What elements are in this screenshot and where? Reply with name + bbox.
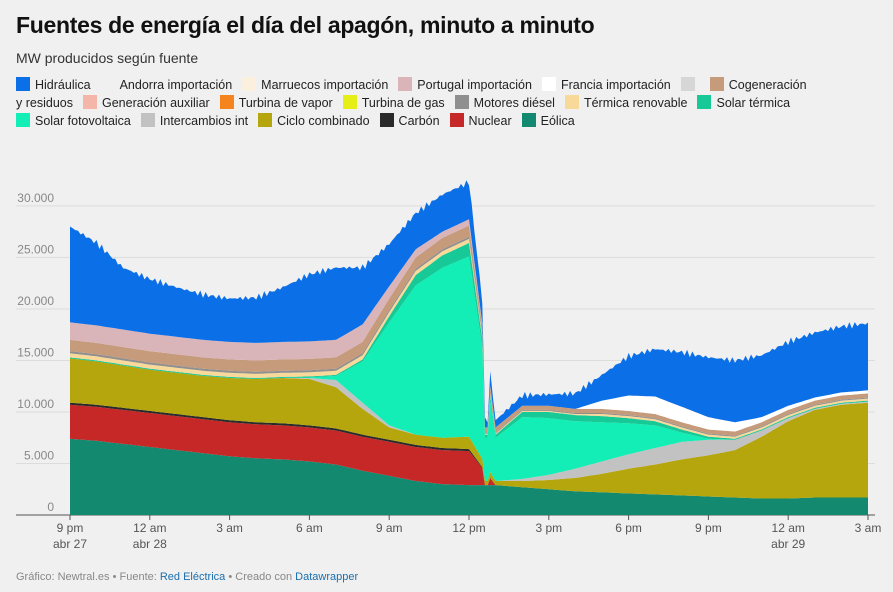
legend-label: Hidráulica: [35, 78, 91, 92]
legend-swatch: [521, 113, 536, 127]
legend-swatch: [680, 77, 695, 91]
legend-swatch: [82, 95, 97, 109]
legend-label: Solar térmica: [716, 96, 791, 110]
legend-item: Hidráulica: [16, 77, 91, 92]
area-solar-fotovoltaica: [70, 256, 868, 481]
x-tick-sublabel: abr 29: [771, 537, 805, 551]
legend-item: Carbón: [379, 113, 440, 128]
legend-swatch: [449, 113, 464, 127]
y-tick-label: 5.000: [24, 448, 54, 462]
legend-label: Eólica: [540, 114, 575, 128]
legend-item: Intercambios int: [140, 113, 249, 128]
legend-label: Intercambios int: [159, 114, 249, 128]
legend-item: Andorra importación: [100, 77, 233, 92]
chart-title: Fuentes de energía el día del apagón, mi…: [16, 12, 595, 38]
legend-item: Ciclo combinado: [258, 113, 370, 128]
area-series: [70, 180, 868, 515]
legend-label: Cogeneración y residuos: [16, 78, 807, 110]
legend-label: Térmica renovable: [583, 96, 688, 110]
legend-swatch: [454, 95, 469, 109]
legend-item: Eólica: [521, 113, 575, 128]
legend-label: Carbón: [398, 114, 440, 128]
legend-label: Francia importación: [560, 78, 671, 92]
x-tick-label: 6 pm: [615, 521, 642, 535]
footer-middle: • Creado con: [225, 571, 296, 583]
legend-swatch: [140, 113, 155, 127]
y-tick-label: 20.000: [17, 294, 54, 308]
area-hidraulica: [70, 180, 868, 428]
x-tick-label: 12 am: [772, 521, 805, 535]
x-tick-label: 3 am: [216, 521, 243, 535]
legend-swatch: [709, 77, 724, 91]
x-axis: 9 pm abr 27 12 am abr 28 3 am 6 am 9 am 12 pm 3 …: [53, 515, 881, 551]
legend-item: [680, 77, 700, 92]
y-tick-label: 25.000: [17, 242, 54, 256]
area-nuclear: [70, 404, 868, 499]
footer-prefix: Gráfico: Newtral.es • Fuente:: [16, 571, 160, 583]
area-intercambios-int: [70, 358, 868, 481]
legend-label: Motores diésel: [473, 96, 555, 110]
legend-swatch: [564, 95, 579, 109]
legend-label: Generación auxiliar: [101, 96, 210, 110]
legend-item: Solar térmica: [697, 95, 791, 110]
legend-item: Portugal importación: [398, 77, 532, 92]
legend-swatch: [697, 95, 712, 109]
x-tick-sublabel: abr 27: [53, 537, 87, 551]
legend-label: Solar fotovoltaica: [35, 114, 131, 128]
legend-item: Generación auxiliar: [82, 95, 210, 110]
legend-item: Motores diésel: [454, 95, 555, 110]
legend-swatch: [541, 77, 556, 91]
legend-swatch: [16, 113, 30, 127]
legend-swatch: [219, 95, 234, 109]
legend-label: Ciclo combinado: [277, 114, 370, 128]
x-tick-label: 9 pm: [695, 521, 722, 535]
legend-swatch: [242, 77, 257, 91]
x-tick-label: 12 pm: [452, 521, 485, 535]
area-ciclo-combinado: [70, 358, 868, 499]
x-tick-sublabel: abr 28: [133, 537, 167, 551]
y-tick-label: 0: [47, 500, 54, 514]
legend-label: Portugal importación: [417, 78, 532, 92]
legend-swatch: [258, 113, 273, 127]
legend-label: Nuclear: [468, 114, 512, 128]
legend-item: Térmica renovable: [564, 95, 688, 110]
area-eolica: [70, 438, 868, 515]
legend-label: Andorra importación: [119, 78, 233, 92]
legend-swatch: [100, 77, 115, 91]
x-tick-label: 9 pm: [57, 521, 84, 535]
area-carbon: [70, 402, 868, 499]
legend-item: Solar fotovoltaica: [16, 113, 131, 128]
legend-swatch: [342, 95, 357, 109]
stacked-area-chart: 0 5.000 10.000 15.000 20.000 25.000 30.000 9 p…: [16, 180, 881, 551]
legend-swatch: [379, 113, 394, 127]
x-tick-label: 12 am: [133, 521, 166, 535]
legend-item: Francia importación: [541, 77, 671, 92]
x-tick-label: 9 am: [376, 521, 403, 535]
legend-item: Marruecos importación: [242, 77, 389, 92]
legend-swatch: [398, 77, 413, 91]
y-axis: 0 5.000 10.000 15.000 20.000 25.000 30.000: [17, 191, 54, 514]
legend-label: Turbina de gas: [361, 96, 445, 110]
source-link[interactable]: Red Eléctrica: [159, 571, 226, 583]
legend-item: Turbina de gas: [342, 95, 445, 110]
chart-subtitle: MW producidos según fuente: [16, 50, 199, 66]
x-tick-label: 3 am: [855, 521, 882, 535]
y-tick-label: 30.000: [17, 191, 54, 205]
x-tick-label: 6 am: [296, 521, 323, 535]
chart-footer: Gráfico: Newtral.es • Fuente: Red Eléctr…: [16, 571, 358, 583]
legend-label: Marruecos importación: [261, 78, 389, 92]
y-tick-label: 15.000: [17, 345, 54, 359]
legend-swatch: [16, 77, 30, 91]
y-tick-label: 10.000: [17, 397, 54, 411]
legend-label: Turbina de vapor: [238, 96, 333, 110]
legend-item: Nuclear: [449, 113, 512, 128]
chart-legend: Hidráulica Andorra importación Marruecos i…: [16, 76, 816, 130]
x-tick-label: 3 pm: [535, 521, 562, 535]
legend-item: Turbina de vapor: [219, 95, 333, 110]
legend-item: Cogeneración y residuos: [16, 77, 807, 110]
datawrapper-link[interactable]: Datawrapper: [295, 571, 359, 583]
